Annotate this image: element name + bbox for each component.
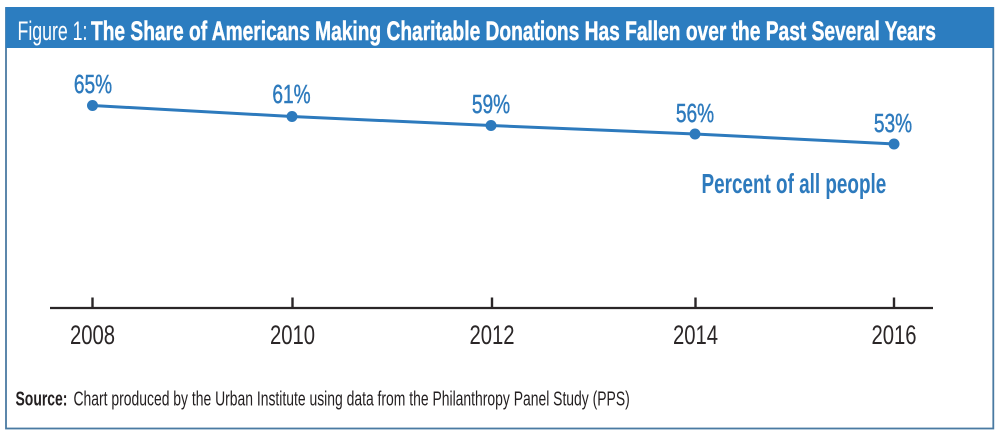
svg-text:61%: 61% (272, 80, 310, 108)
svg-text:The Share of Americans Making: The Share of Americans Making Charitable… (91, 16, 936, 46)
svg-text:2014: 2014 (673, 320, 718, 349)
svg-text:65%: 65% (74, 70, 112, 98)
svg-text:2012: 2012 (469, 320, 514, 349)
svg-text:56%: 56% (676, 99, 714, 127)
svg-text:Source:: Source: (16, 387, 68, 410)
svg-text:Figure 1:: Figure 1: (18, 15, 88, 46)
svg-text:59%: 59% (472, 90, 510, 118)
svg-text:2008: 2008 (70, 320, 115, 349)
svg-text:2010: 2010 (270, 320, 315, 349)
svg-text:2016: 2016 (871, 320, 916, 349)
svg-text:Chart produced by the Urban In: Chart produced by the Urban Institute us… (74, 387, 630, 410)
svg-text:Percent of all people: Percent of all people (702, 168, 887, 200)
svg-text:53%: 53% (874, 109, 912, 137)
